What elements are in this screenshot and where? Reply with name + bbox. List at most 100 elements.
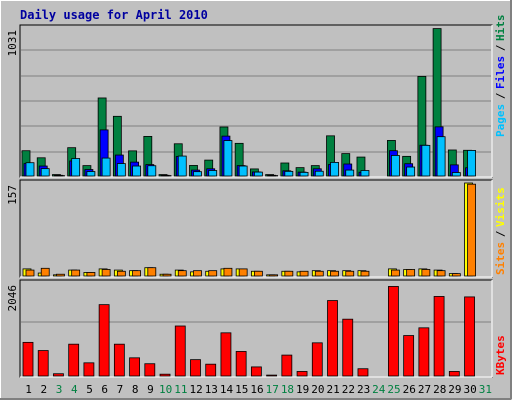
x-tick-label: 6 (101, 383, 108, 396)
kbytes-bar (448, 371, 460, 377)
kbytes-bar (113, 343, 125, 377)
pages-bar (71, 158, 81, 177)
pages-bar (360, 170, 370, 177)
sites-bar (299, 270, 309, 277)
sites-bar (238, 268, 248, 277)
kbytes-bar (83, 362, 95, 377)
kbytes-bar (220, 332, 232, 377)
kbytes-bar (205, 363, 217, 377)
x-tick-label: 4 (71, 383, 78, 396)
x-tick-label: 2 (41, 383, 48, 396)
x-tick-label: 11 (174, 383, 187, 396)
kbytes-bar (403, 335, 415, 377)
sites-bar (467, 183, 476, 277)
kbytes-bar (174, 325, 186, 377)
sites-bar (284, 270, 294, 277)
x-tick-label: 10 (159, 383, 172, 396)
sites-bar (451, 273, 461, 277)
x-tick-label: 21 (327, 383, 340, 396)
pages-bar (467, 150, 476, 177)
sites-bar (208, 270, 218, 277)
pages-bar (101, 157, 111, 177)
x-tick-label: 15 (235, 383, 248, 396)
y-max-label: 157 (6, 185, 19, 205)
x-tick-label: 18 (281, 383, 294, 396)
y-max-label: 1031 (6, 30, 19, 57)
sites-bar (314, 270, 324, 277)
legend-visits: Visits (494, 187, 507, 227)
x-tick-label: 28 (433, 383, 446, 396)
pages-bar (40, 168, 50, 177)
x-tick-label: 30 (464, 383, 477, 396)
x-tick-label: 19 (296, 383, 309, 396)
x-tick-label: 16 (250, 383, 263, 396)
x-tick-label: 14 (220, 383, 234, 396)
sites-bar (147, 267, 157, 277)
pages-bar (86, 171, 96, 177)
x-tick-label: 25 (387, 383, 400, 396)
kbytes-bar (357, 368, 369, 377)
pages-bar (284, 170, 294, 177)
sites-bar (56, 273, 65, 277)
sites-bar (421, 269, 431, 277)
kbytes-bar (53, 373, 64, 377)
kbytes-bar (388, 286, 399, 377)
pages-bar (25, 162, 35, 177)
sites-bar (223, 267, 233, 277)
x-tick-label: 3 (56, 383, 63, 396)
kbytes-bar (235, 351, 247, 377)
sites-bar (116, 270, 126, 277)
x-tick-label: 29 (448, 383, 461, 396)
x-tick-label: 13 (205, 383, 218, 396)
kbytes-bar (266, 374, 278, 377)
sites-bar (177, 270, 187, 277)
x-tick-label: 12 (189, 383, 202, 396)
pages-bar (451, 172, 461, 177)
sites-bar (330, 270, 339, 277)
y-max-label: 2046 (6, 285, 19, 312)
kbytes-bar (464, 296, 475, 377)
x-tick-label: 7 (117, 383, 124, 396)
sites-bar (253, 270, 263, 277)
kbytes-bar (311, 342, 323, 377)
pages-bar (208, 170, 218, 177)
pages-bar (177, 155, 187, 177)
sites-bar (25, 269, 35, 277)
kbytes-bar (433, 296, 445, 377)
kbytes-bar (22, 341, 34, 377)
sites-bar (162, 273, 172, 277)
kbytes-bar (190, 359, 201, 377)
pages-bar (345, 169, 355, 177)
kbytes-bar (327, 300, 338, 377)
x-tick-label: 23 (357, 383, 370, 396)
pages-bar (391, 155, 400, 177)
x-tick-label: 27 (418, 383, 431, 396)
kbytes-bar (129, 357, 140, 377)
sites-bar (345, 270, 355, 277)
legend-hits: Hits (494, 15, 507, 42)
kbytes-bar (144, 363, 156, 377)
x-tick-label: 9 (147, 383, 154, 396)
sites-bar (101, 269, 111, 277)
kbytes-bar (68, 343, 80, 377)
x-tick-label: 22 (342, 383, 355, 396)
pages-bar (330, 162, 339, 177)
pages-bar (223, 140, 233, 177)
x-tick-label: 17 (266, 383, 279, 396)
pages-bar (193, 171, 202, 177)
sites-bar (71, 269, 81, 277)
sites-bar (86, 272, 96, 277)
kbytes-bar (418, 327, 430, 377)
kbytes-bar (37, 350, 49, 377)
pages-bar (238, 165, 248, 177)
sites-bar (360, 270, 370, 277)
pages-bar (421, 144, 431, 177)
kbytes-bar (250, 366, 262, 377)
legend-kbytes: KBytes (494, 335, 507, 375)
kbytes-bar (159, 373, 171, 377)
legend-separator: / (494, 230, 507, 237)
pages-bar (436, 136, 446, 177)
pages-bar (253, 171, 263, 177)
x-tick-label: 8 (132, 383, 139, 396)
x-tick-label: 31 (479, 383, 492, 396)
